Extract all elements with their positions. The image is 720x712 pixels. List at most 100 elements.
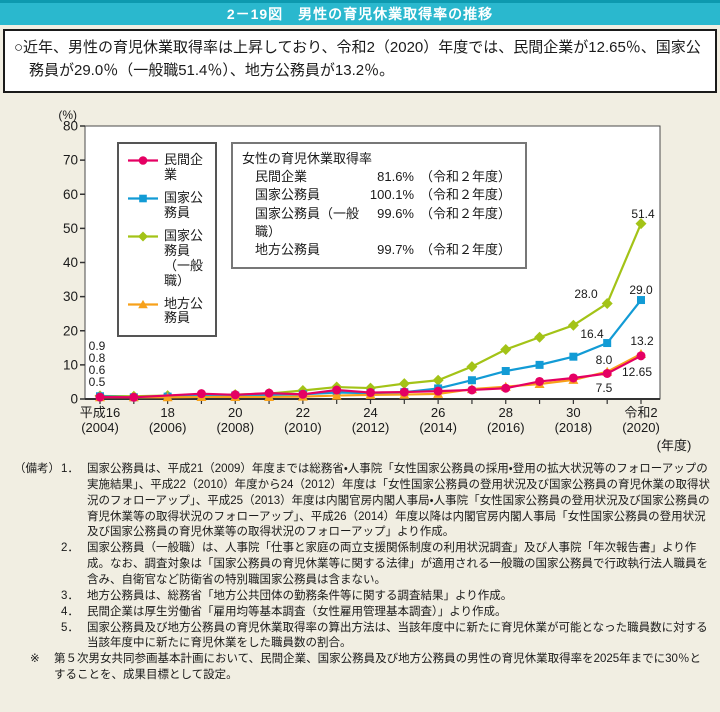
note-text: 国家公務員（一般職）は、人事院「仕事と家庭の両立支援関係制度の利用状況調査」及び… (87, 542, 708, 587)
summary-text: ○近年、男性の育児休業取得率は上昇しており、令和2（2020）年度では、民間企業… (14, 39, 701, 79)
svg-text:24: 24 (363, 405, 377, 420)
note-star-item: ※ 第５次男女共同参画基本計画において、民間企業、国家公務員及び地方公務員の男性… (14, 652, 712, 684)
point-labels: 0.90.80.60.5 51.4 28.0 29.0 16.4 13.2 8.0 12.65… (89, 207, 655, 395)
chart: 0 10 20 30 40 50 60 70 80 (%) 平成16 (2004) 18 (2006) 20… (0, 98, 720, 458)
svg-text:40: 40 (63, 255, 78, 270)
svg-text:80: 80 (63, 119, 78, 134)
triangle-marker-icon (127, 298, 159, 315)
svg-text:20: 20 (63, 323, 78, 338)
svg-text:(2004): (2004) (81, 420, 119, 435)
info-row: 地方公務員 99.7% （令和２年度） (242, 241, 516, 259)
info-note: （令和２年度） (420, 205, 512, 221)
note-number: 4． (61, 605, 79, 618)
info-name: 国家公務員 (255, 187, 321, 203)
svg-text:(2016): (2016) (487, 420, 525, 435)
svg-text:(2018): (2018) (555, 420, 593, 435)
x-axis: 平成16(2004)18(2006)20(2008)22(2010)24(201… (80, 398, 692, 453)
svg-text:0.5: 0.5 (89, 375, 106, 389)
note-text: 国家公務員は、平成21（2009）年度までは総務省・人事院「女性国家公務員の採用… (87, 463, 710, 539)
star-mark: ※ (30, 653, 40, 666)
note-item: 3． 地方公務員は、総務省「地方公共団体の勤務条件等に関する調査結果」より作成。 (14, 589, 712, 605)
info-value: 99.7% (377, 241, 414, 257)
legend-label: 民間企業 (164, 152, 204, 182)
legend-item-national: 国家公務員 (127, 189, 210, 221)
female-rate-info-box: 女性の育児休業取得率 民間企業 81.6% （令和２年度） 国家公務員 100.… (231, 142, 527, 270)
note-item: （備考） 1． 国家公務員は、平成21（2009）年度までは総務省・人事院「女性… (14, 462, 712, 541)
info-value: 100.1% (369, 187, 414, 203)
note-text: 民間企業は厚生労働省「雇用均等基本調査（女性雇用管理基本調査）」より作成。 (87, 605, 507, 618)
note-number: 5． (61, 621, 79, 634)
svg-text:26: 26 (431, 405, 445, 420)
svg-text:50: 50 (63, 221, 78, 236)
info-row: 国家公務員（一般職） 99.6% （令和２年度） (242, 205, 516, 241)
note-item: 5． 国家公務員及び地方公務員の育児休業取得率の算出方法は、当該年度中に新たに育… (14, 621, 712, 653)
legend-item-private: 民間企業 (127, 152, 210, 183)
svg-text:0.6: 0.6 (89, 363, 106, 377)
info-name: 地方公務員 (255, 241, 321, 257)
note-number: 3． (61, 589, 79, 602)
notes-section: （備考） 1． 国家公務員は、平成21（2009）年度までは総務省・人事院「女性… (14, 462, 712, 684)
info-name: 国家公務員（一般職） (255, 205, 360, 239)
info-row: 国家公務員 100.1% （令和２年度） (242, 186, 516, 204)
svg-text:(2010): (2010) (284, 420, 322, 435)
note-number: 2． (61, 542, 79, 555)
svg-text:(%): (%) (58, 108, 77, 122)
summary-box: ○近年、男性の育児休業取得率は上昇しており、令和2（2020）年度では、民間企業… (3, 29, 717, 93)
info-note: （令和２年度） (420, 169, 512, 185)
svg-text:(2020): (2020) (622, 420, 660, 435)
svg-text:28.0: 28.0 (574, 287, 598, 301)
note-item: 4． 民間企業は厚生労働省「雇用均等基本調査（女性雇用管理基本調査）」より作成。 (14, 605, 712, 621)
svg-text:0: 0 (70, 392, 78, 407)
svg-text:(2008): (2008) (216, 420, 254, 435)
info-row: 民間企業 81.6% （令和２年度） (242, 168, 516, 186)
y-axis: 0 10 20 30 40 50 60 70 80(%) (58, 108, 85, 407)
svg-text:(年度): (年度) (657, 438, 692, 453)
legend-label: 国家公務員 （一般職） (164, 227, 204, 288)
svg-text:12.65: 12.65 (622, 365, 652, 379)
svg-text:13.2: 13.2 (630, 334, 654, 348)
note-text: 地方公務員は、総務省「地方公共団体の勤務条件等に関する調査結果」より作成。 (87, 589, 513, 602)
svg-text:令和2: 令和2 (624, 405, 657, 420)
legend-label: 国家公務員 (164, 189, 204, 220)
info-note: （令和２年度） (420, 241, 512, 257)
svg-text:16.4: 16.4 (580, 327, 604, 341)
note-item: 2． 国家公務員（一般職）は、人事院「仕事と家庭の両立支援関係制度の利用状況調査… (14, 541, 712, 589)
info-value: 99.6% (377, 205, 414, 221)
svg-text:70: 70 (63, 153, 78, 168)
svg-text:7.5: 7.5 (596, 381, 613, 395)
svg-text:(2012): (2012) (352, 420, 390, 435)
note-text: 国家公務員及び地方公務員の育児休業取得率の算出方法は、当該年度中に新たに育児休業… (87, 621, 708, 650)
legend-label: 地方公務員 (164, 295, 204, 326)
series-private (95, 351, 646, 402)
notes-header: （備考） (14, 463, 60, 475)
svg-text:20: 20 (228, 405, 242, 420)
figure-title: 2－19図 男性の育児休業取得率の推移 (0, 0, 720, 25)
info-value: 81.6% (377, 169, 414, 185)
svg-text:10: 10 (63, 357, 78, 372)
note-text: 第５次男女共同参画基本計画において、民間企業、国家公務員及び地方公務員の男性の育… (54, 653, 701, 682)
svg-text:0.8: 0.8 (89, 351, 106, 365)
svg-text:28: 28 (499, 405, 513, 420)
info-box-title: 女性の育児休業取得率 (242, 151, 373, 166)
chart-legend: 民間企業 国家公務員 国家公務員 （一般職） 地方公務員 (117, 142, 217, 338)
diamond-marker-icon (127, 230, 159, 247)
svg-text:18: 18 (160, 405, 174, 420)
note-number: 1． (61, 463, 79, 475)
svg-text:(2006): (2006) (149, 420, 187, 435)
svg-text:30: 30 (566, 405, 580, 420)
svg-text:22: 22 (296, 405, 310, 420)
svg-text:51.4: 51.4 (631, 207, 655, 221)
legend-item-local: 地方公務員 (127, 295, 210, 327)
svg-text:0.9: 0.9 (89, 339, 106, 353)
svg-text:平成16: 平成16 (80, 405, 120, 420)
svg-text:8.0: 8.0 (596, 353, 613, 367)
svg-text:29.0: 29.0 (629, 283, 653, 297)
circle-marker-icon (127, 154, 159, 171)
svg-text:60: 60 (63, 187, 78, 202)
info-note: （令和２年度） (420, 187, 512, 203)
svg-text:30: 30 (63, 289, 78, 304)
info-name: 民間企業 (255, 169, 308, 185)
svg-text:(2014): (2014) (419, 420, 457, 435)
square-marker-icon (127, 192, 159, 209)
legend-item-national-general: 国家公務員 （一般職） (127, 227, 210, 289)
